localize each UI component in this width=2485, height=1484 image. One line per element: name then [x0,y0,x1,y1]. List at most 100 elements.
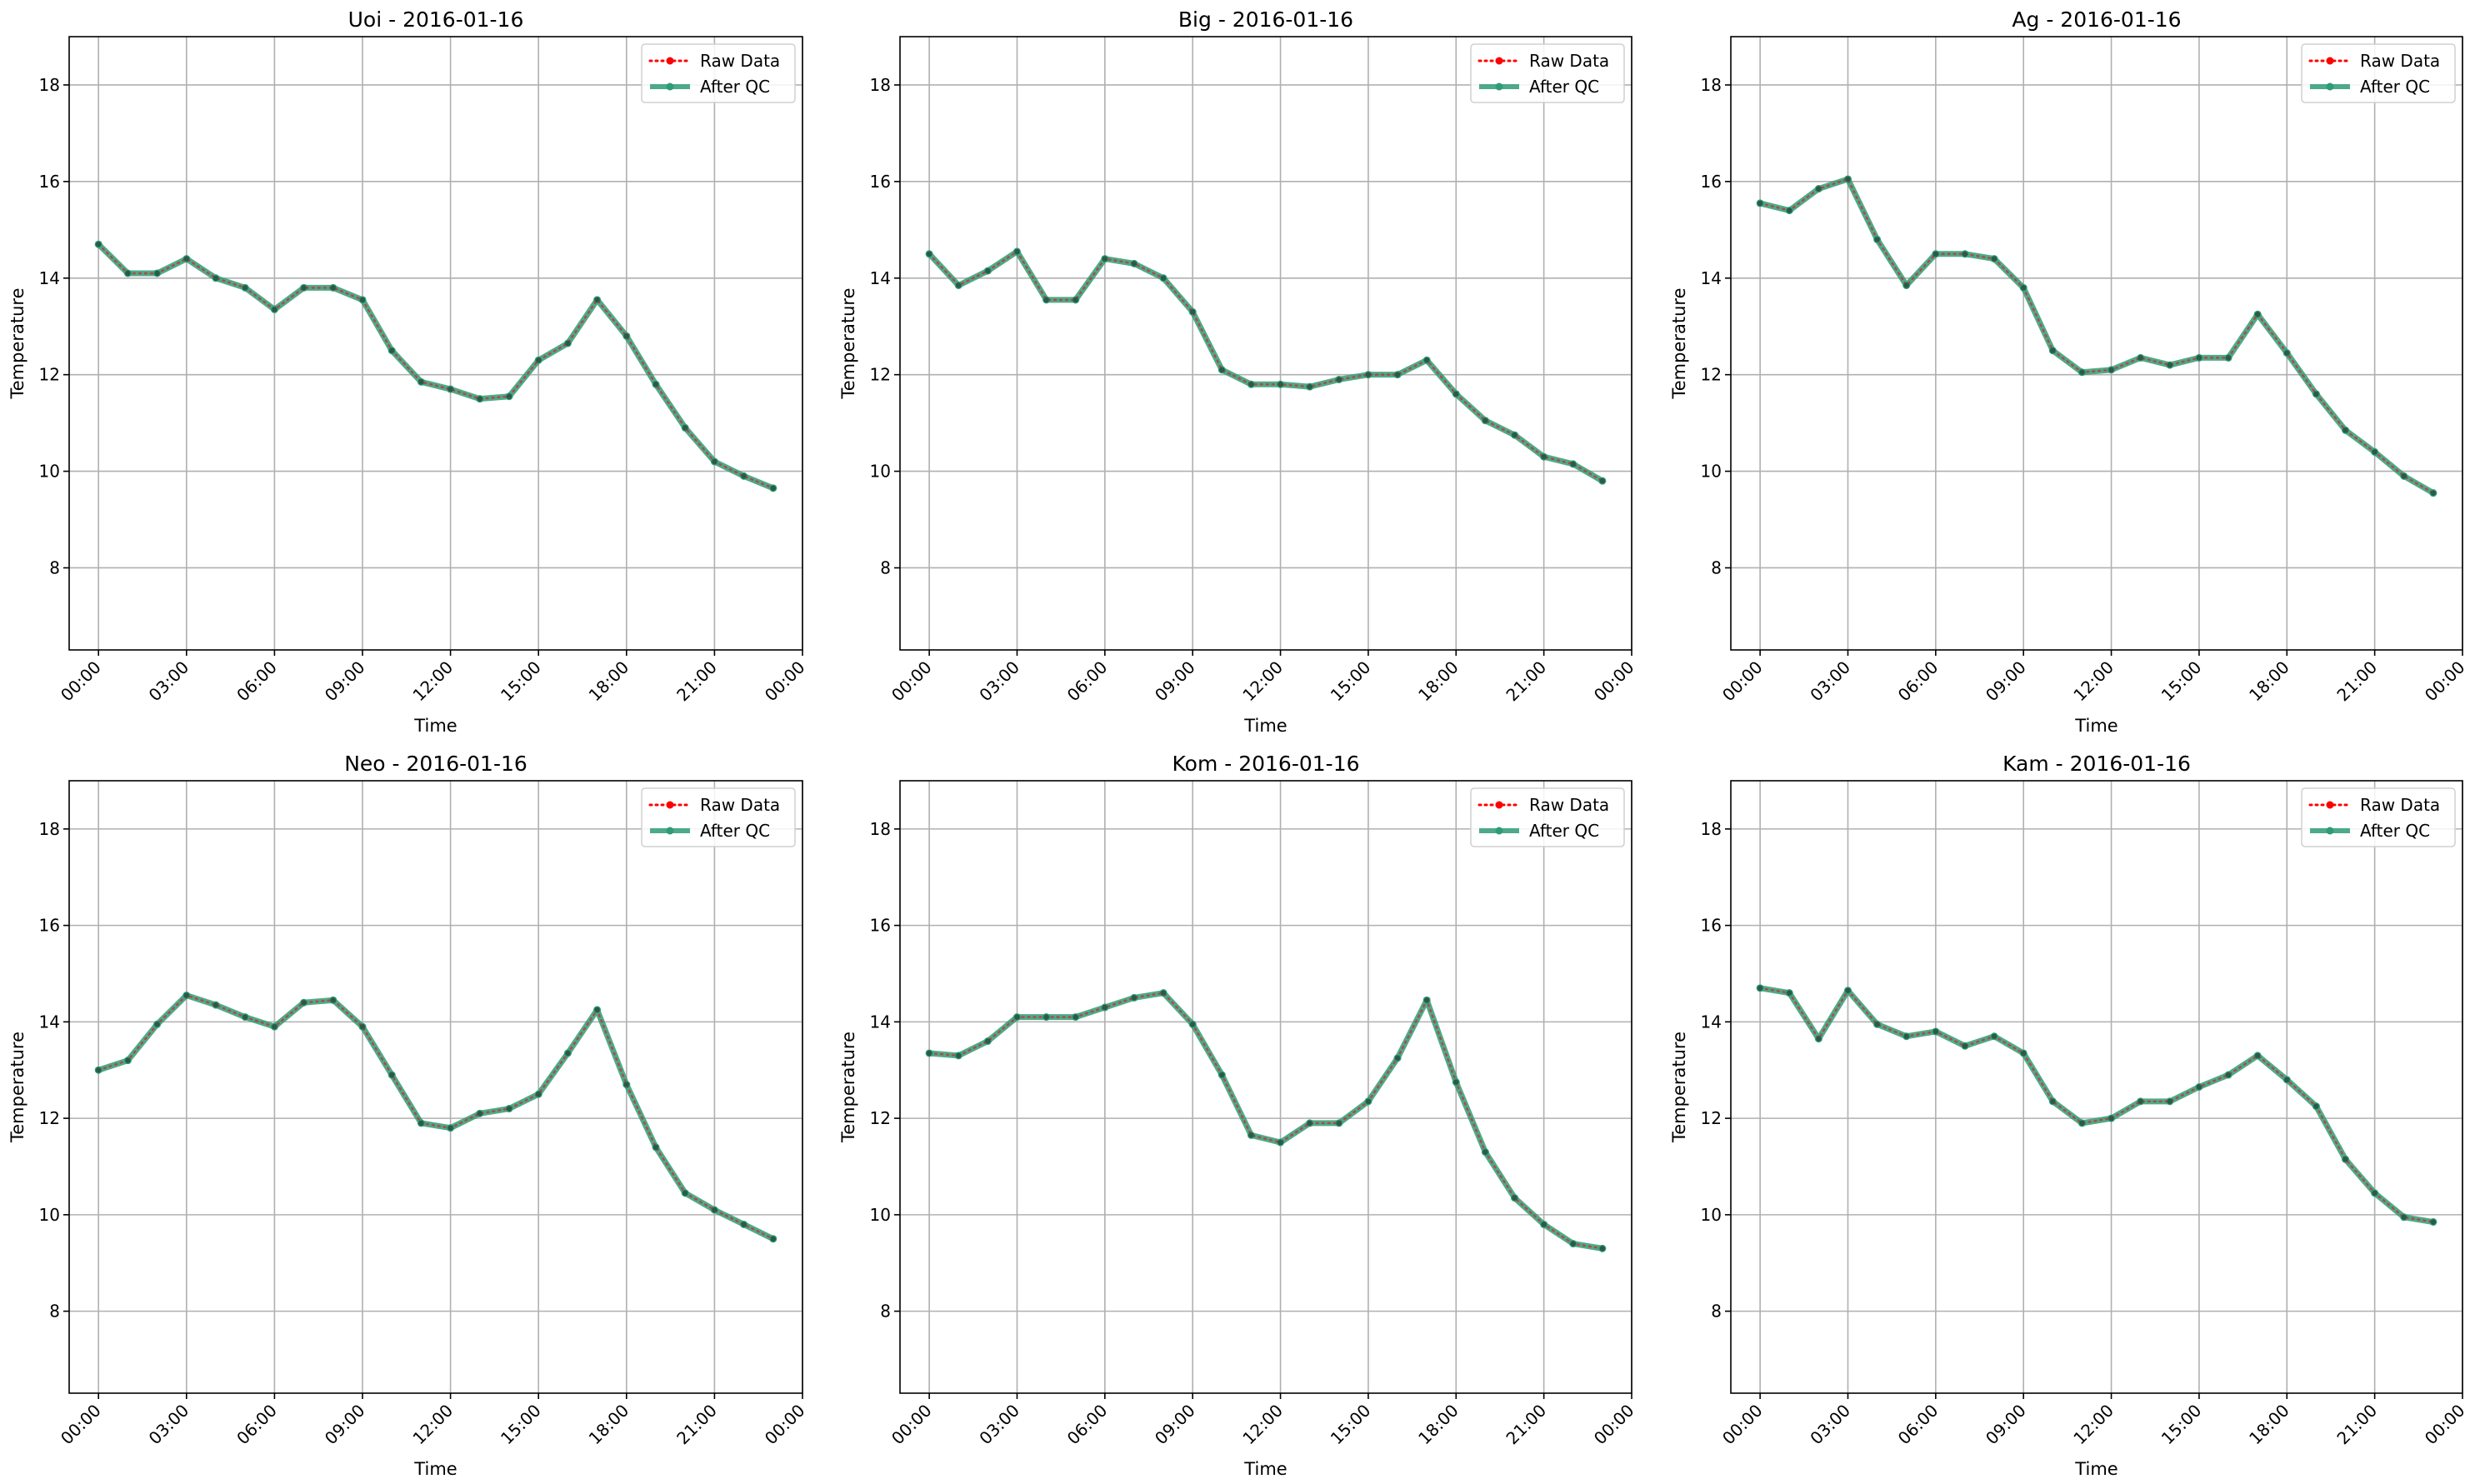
data-point-raw-data [330,285,336,291]
y-tick-label: 10 [870,1205,891,1225]
legend-label-raw-data: Raw Data [1529,51,1609,71]
y-tick-label: 18 [1701,819,1722,839]
data-point-raw-data [712,458,718,465]
data-point-raw-data [1991,1033,1998,1039]
data-point-raw-data [477,1111,482,1117]
x-tick-label: 15:00 [2158,657,2206,706]
data-point-raw-data [2342,427,2348,433]
data-point-raw-data [565,1050,571,1057]
data-point-raw-data [682,1190,688,1197]
axes-frame [1730,780,2463,1394]
y-tick-label: 8 [880,557,891,577]
data-point-raw-data [2138,355,2143,361]
series-line-raw-data [928,992,1604,1250]
data-point-raw-data [1757,985,1763,992]
legend-label-after-qc: After QC [2360,821,2430,841]
data-point-raw-data [926,251,932,257]
data-point-raw-data [956,1052,962,1059]
data-point-raw-data [2196,1084,2202,1090]
y-axis-label: Temperature [8,1032,28,1143]
y-tick-label: 12 [39,365,60,385]
x-tick-label: 00:00 [888,1401,936,1449]
data-point-raw-data [2021,285,2027,291]
x-tick-label: 03:00 [1806,657,1854,706]
legend-label-after-qc: After QC [2360,77,2430,97]
x-tick-label: 00:00 [1718,657,1767,706]
x-axis-label: Time [1243,716,1287,736]
data-point-raw-data [506,1106,512,1112]
data-point-raw-data [2284,1077,2290,1083]
y-tick-label: 8 [1711,557,1722,577]
data-point-raw-data [2138,1098,2143,1105]
data-point-raw-data [1787,990,1792,996]
y-tick-label: 12 [39,1108,60,1128]
y-tick-label: 16 [39,172,60,192]
legend-marker-raw-data [1495,57,1503,65]
x-tick-label: 21:00 [1502,657,1550,706]
y-tick-label: 18 [870,819,891,839]
data-point-raw-data [1932,1028,1939,1035]
y-tick-label: 12 [1701,365,1722,385]
data-point-raw-data [1014,248,1020,255]
chart-panel-1: 00:00 03:00 06:00 09:00 12:00 15:00 18:00 21:00… [838,7,1638,736]
legend-marker-raw-data [1495,801,1503,809]
chart-panel-5: 00:00 03:00 06:00 09:00 12:00 15:00 18:00 21:00… [1669,752,2469,1479]
data-point-raw-data [125,270,131,277]
x-tick-label: 15:00 [1327,1401,1375,1449]
data-point-raw-data [183,256,189,262]
data-point-raw-data [1482,417,1488,423]
series-line-raw-data [928,250,1604,482]
y-tick-label: 16 [1701,916,1722,936]
x-tick-label: 06:00 [1063,1401,1112,1449]
data-point-raw-data [2430,490,2437,496]
data-point-raw-data [594,1007,600,1013]
chart-title: Big - 2016-01-16 [1178,7,1353,32]
legend-marker-after-qc [1495,827,1503,835]
data-point-raw-data [1757,200,1763,207]
axes-frame [899,36,1632,651]
data-point-raw-data [1845,987,1851,993]
data-point-raw-data [242,1014,248,1020]
data-point-raw-data [301,1000,307,1006]
y-tick-label: 8 [49,1302,60,1322]
data-point-raw-data [770,485,776,492]
data-point-raw-data [2313,391,2319,397]
x-tick-label: 00:00 [761,657,809,706]
data-point-raw-data [2342,1157,2348,1162]
legend-label-raw-data: Raw Data [700,51,780,71]
x-tick-label: 03:00 [145,657,193,706]
x-tick-label: 09:00 [1982,1401,2030,1449]
data-point-raw-data [1336,1120,1342,1127]
axes-frame [68,36,803,651]
chart-panel-3: 00:00 03:00 06:00 09:00 12:00 15:00 18:00 21:00… [8,752,809,1479]
data-point-raw-data [2225,355,2232,361]
data-point-raw-data [1512,1195,1518,1201]
chart-panel-2: 00:00 03:00 06:00 09:00 12:00 15:00 18:00 21:00… [1669,7,2469,736]
x-tick-label: 12:00 [2069,657,2118,706]
x-tick-label: 00:00 [1590,1401,1638,1449]
data-point-raw-data [2050,1098,2056,1105]
data-point-raw-data [1991,256,1998,262]
data-point-raw-data [154,1022,160,1027]
data-point-raw-data [594,297,600,303]
y-tick-label: 18 [39,819,60,839]
y-tick-label: 14 [39,1012,60,1032]
legend-marker-raw-data [2326,801,2334,809]
x-tick-label: 06:00 [1894,1401,1942,1449]
x-tick-label: 00:00 [1718,1401,1767,1449]
y-axis-label: Temperature [1669,287,1689,399]
y-tick-label: 10 [1701,1205,1722,1225]
data-point-raw-data [1453,1079,1459,1085]
data-point-raw-data [418,1120,424,1127]
data-point-raw-data [1365,372,1372,377]
data-point-raw-data [242,285,248,291]
data-point-raw-data [1932,251,1939,257]
data-point-raw-data [2313,1103,2319,1109]
data-point-raw-data [2284,350,2290,356]
data-point-raw-data [1845,176,1851,182]
data-point-raw-data [2196,355,2202,361]
data-point-raw-data [2254,312,2261,317]
x-tick-label: 18:00 [1414,657,1462,706]
chart-title: Ag - 2016-01-16 [2012,7,2181,32]
x-tick-label: 06:00 [232,1401,281,1449]
